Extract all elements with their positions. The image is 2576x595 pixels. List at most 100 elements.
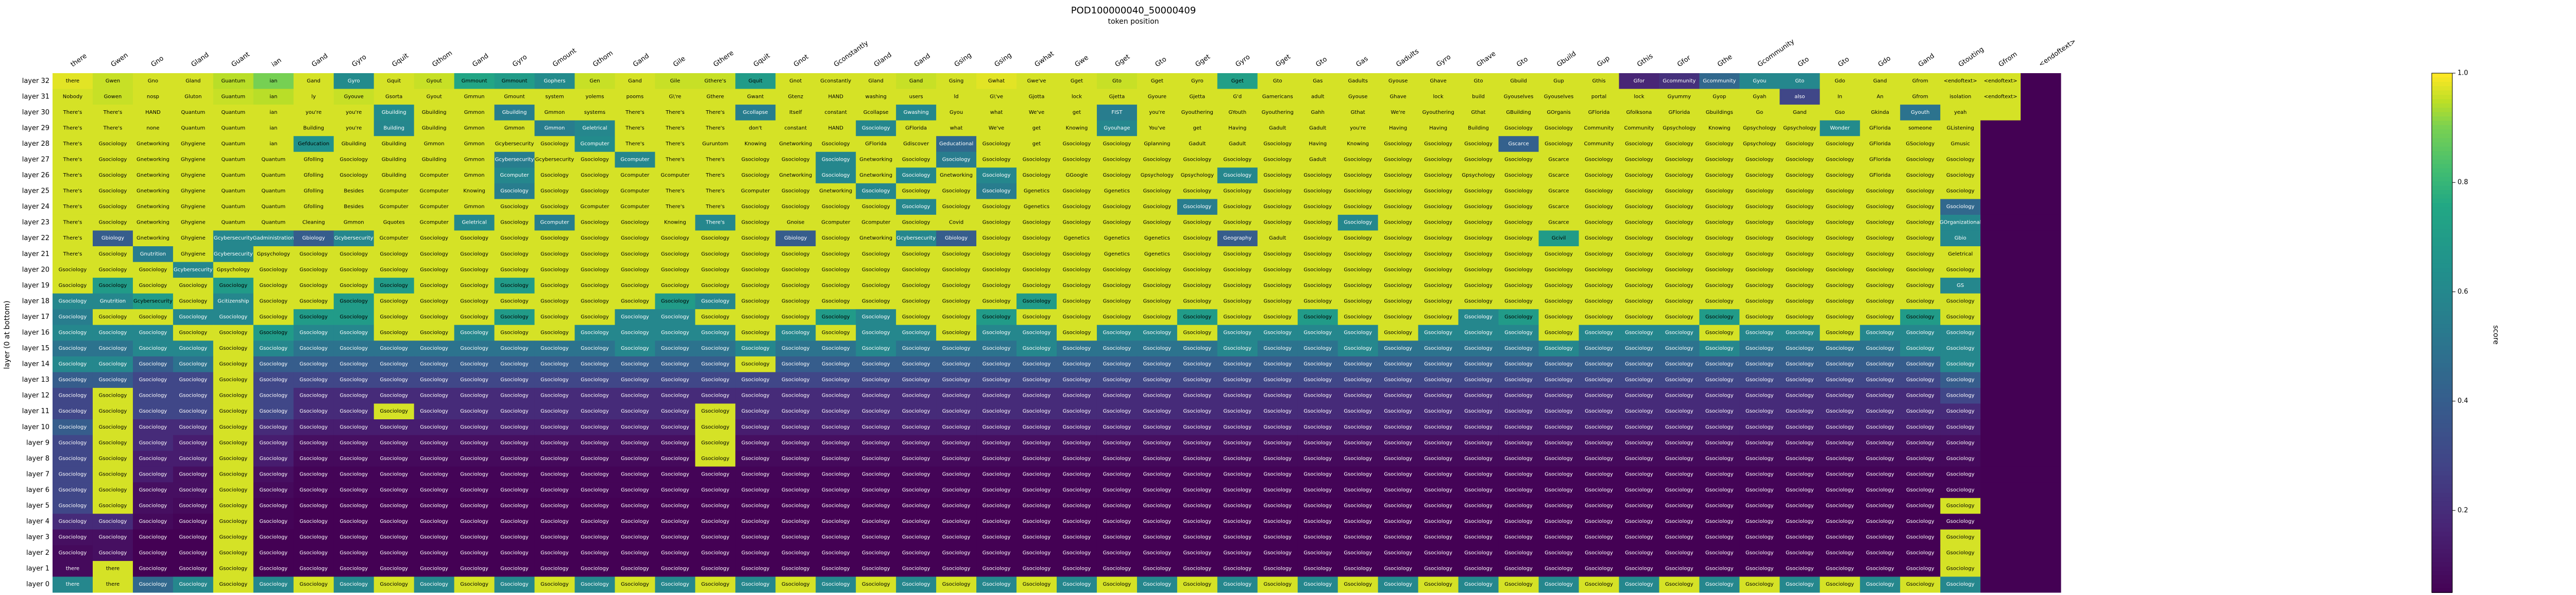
x-tick-label: ian (270, 57, 283, 69)
colorbar-segment (2432, 337, 2452, 342)
colorbar-tick-label: 0.2 (2458, 506, 2468, 514)
cell-token-label: Gsociology (1665, 157, 1693, 163)
cell-token-label: Gsociology (1705, 424, 1734, 430)
cell-token-label: Gsociology (460, 235, 488, 241)
cell-token-label: Gsociology (500, 550, 529, 556)
cell-token-label: Gthis (1592, 78, 1605, 84)
cell-token-label: Gsociology (1263, 298, 1292, 304)
heatmap-cell (735, 120, 776, 137)
cell-token-label: Gsociology (1946, 456, 1975, 462)
cell-token-label: Gsociology (1745, 362, 1774, 367)
cell-token-label: Gcomputer (580, 141, 609, 147)
cell-token-label: Gsociology (1786, 204, 1814, 210)
cell-token-label: Gnetworking (137, 141, 170, 147)
cell-token-label: Gsociology (59, 377, 87, 383)
cell-token-label: Gsociology (942, 157, 971, 163)
cell-token-label: Gnetworking (137, 220, 170, 226)
cell-token-label: Gsociology (540, 393, 569, 399)
cell-token-label: Besides (344, 189, 364, 194)
cell-token-label: Gsociology (782, 204, 810, 210)
heatmap-cell (1980, 403, 2021, 420)
cell-token-label: Gsociology (420, 377, 448, 383)
cell-token-label: Gsociology (420, 582, 448, 587)
cell-token-label: Gsociology (1424, 314, 1452, 320)
cell-token-label: Gnetworking (137, 189, 170, 194)
cell-token-label: GS (1957, 283, 1964, 288)
cell-token-label: Gsociology (1183, 409, 1212, 414)
cell-token-label: Gsociology (1504, 189, 1533, 194)
cell-token-label: There's (625, 125, 645, 131)
cell-token-label: Gsociology (1143, 298, 1172, 304)
cell-token-label: Gsociology (1866, 298, 1894, 304)
cell-token-label: Gsociology (701, 251, 730, 257)
cell-token-label: Gsociology (1866, 220, 1894, 226)
cell-token-label: Gsociology (782, 251, 810, 257)
heatmap-cell (1739, 214, 1780, 231)
cell-token-label: Gsociology (1103, 393, 1131, 399)
colorbar-segment (2432, 432, 2452, 437)
cell-token-label: Gsociology (1665, 283, 1693, 288)
cell-token-label: ld (954, 94, 959, 99)
heatmap-cell (1980, 309, 2021, 326)
cell-token-label: Gsociology (1545, 393, 1573, 399)
cell-token-label: There's (705, 157, 725, 163)
cell-token-label: Gmmon (464, 125, 485, 131)
cell-token-label: Gsociology (862, 566, 890, 572)
cell-token-label: Gsociology (59, 456, 87, 462)
cell-token-label: Gsociology (1303, 314, 1332, 320)
cell-token-label: Gcomputer (380, 189, 409, 194)
cell-token-label: Gsociology (1263, 456, 1292, 462)
heatmap-cell (574, 105, 615, 121)
cell-token-label: Gsociology (99, 314, 127, 320)
cell-token-label: Gsociology (219, 409, 247, 414)
cell-token-label: Gsociology (581, 235, 609, 241)
cell-token-label: Gadult (1309, 125, 1326, 131)
colorbar-segment (2432, 441, 2452, 446)
cell-token-label: Gyout (427, 78, 442, 84)
heatmap-cell (1579, 120, 1619, 137)
cell-token-label: Gsociology (1786, 393, 1814, 399)
heatmap-cell (574, 73, 615, 90)
cell-token-label: Gsociology (782, 566, 810, 572)
x-tick-label: Gdo (1877, 55, 1892, 69)
cell-token-label: Gsociology (1946, 157, 1975, 163)
heatmap-cell (2021, 498, 2061, 514)
cell-token-label: Gsociology (701, 519, 730, 524)
cell-token-label: Gsociology (621, 314, 649, 320)
heatmap-cell (936, 183, 977, 199)
heatmap-cell (1337, 199, 1379, 215)
colorbar-segment (2432, 281, 2452, 286)
cell-token-label: Gsociology (299, 535, 328, 540)
colorbar-segment (2432, 194, 2452, 199)
heatmap-cell (896, 136, 937, 152)
cell-token-label: Gcomputer (861, 220, 891, 226)
heatmap-cell (735, 214, 776, 231)
cell-token-label: Gsociology (219, 377, 247, 383)
cell-token-label: Gsociology (340, 314, 368, 320)
cell-token-label: Gsociology (139, 535, 167, 540)
cell-token-label: Gyouth (1911, 110, 1929, 115)
cell-token-label: Gsociology (1866, 377, 1894, 383)
cell-token-label: Gsociology (1424, 267, 1452, 273)
heatmap-cell (1579, 214, 1619, 231)
cell-token-label: Gsociology (259, 362, 287, 367)
cell-token-label: Gcomputer (540, 220, 570, 226)
cell-token-label: Gsociology (1143, 330, 1172, 336)
cell-token-label: Gand (307, 78, 320, 84)
cell-token-label: Gsociology (540, 251, 569, 257)
cell-token-label: Gsociology (59, 440, 87, 446)
cell-token-label: Gcomputer (580, 204, 609, 210)
cell-token-label: Gsociology (299, 251, 328, 257)
cell-token-label: Gquit (749, 78, 762, 84)
cell-token-label: Covid (949, 220, 963, 226)
cell-token-label: Gsociology (782, 330, 810, 336)
heatmap-cell (655, 136, 696, 152)
cell-token-label: Gsociology (139, 314, 167, 320)
cell-token-label: Gsociology (1424, 298, 1452, 304)
heatmap-cell (494, 214, 535, 231)
cell-token-label: Gsociology (1303, 189, 1332, 194)
cell-token-label: Gsociology (139, 409, 167, 414)
cell-token-label: Gsociology (1826, 487, 1854, 493)
heatmap-cell (1538, 73, 1579, 90)
heatmap-cell (2021, 529, 2061, 546)
